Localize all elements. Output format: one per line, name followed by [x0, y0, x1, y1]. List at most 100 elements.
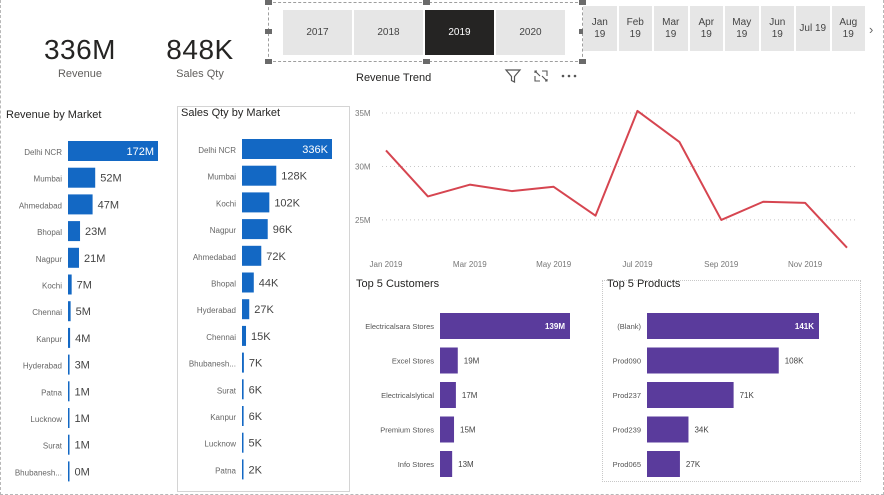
- data-point[interactable]: [635, 109, 639, 113]
- month-button-may[interactable]: May 19: [725, 6, 759, 51]
- bar[interactable]: [647, 451, 680, 477]
- category-label: Kanpur: [36, 335, 62, 344]
- month-year: 19: [736, 28, 748, 40]
- bar[interactable]: [68, 434, 70, 455]
- resize-handle[interactable]: [579, 59, 586, 64]
- bar[interactable]: [647, 416, 689, 443]
- year-button-2020[interactable]: 2020: [496, 10, 565, 55]
- month-year: 19: [629, 28, 641, 40]
- category-label: Kochi: [42, 282, 62, 291]
- resize-handle[interactable]: [265, 0, 272, 5]
- resize-handle[interactable]: [579, 0, 586, 5]
- data-point[interactable]: [677, 140, 681, 144]
- year-slicer[interactable]: 2017 2018 2019 2020: [265, 0, 586, 64]
- month-button-jun[interactable]: Jun 19: [760, 6, 794, 51]
- focus-mode-icon[interactable]: [532, 68, 550, 84]
- data-point[interactable]: [719, 218, 723, 222]
- bar[interactable]: [68, 327, 71, 348]
- month-year: 19: [594, 28, 606, 40]
- bar[interactable]: [440, 451, 453, 477]
- bar[interactable]: [68, 221, 81, 242]
- bar[interactable]: [242, 299, 250, 320]
- resize-handle[interactable]: [423, 0, 430, 5]
- top5-customers-title: Top 5 Customers: [356, 278, 440, 290]
- top5-products-chart[interactable]: (Blank) 141K Prod090 108K Prod237 71K Prod239 3…: [604, 300, 854, 485]
- month-button-apr[interactable]: Apr 19: [689, 6, 723, 51]
- revenue-by-market-chart[interactable]: Delhi NCR 172M Mumbai 52M Ahmedabad 47M Bhopal…: [0, 132, 172, 487]
- bar[interactable]: [242, 165, 277, 186]
- bar[interactable]: [440, 347, 458, 374]
- resize-handle[interactable]: [579, 29, 586, 34]
- bar[interactable]: [647, 313, 819, 339]
- more-options-icon[interactable]: [560, 68, 578, 84]
- bar[interactable]: [68, 167, 96, 188]
- bar[interactable]: [68, 354, 70, 375]
- revenue-trend-title: Revenue Trend: [356, 72, 432, 84]
- data-label: 27K: [686, 460, 701, 469]
- data-point[interactable]: [468, 183, 472, 187]
- bar[interactable]: [242, 325, 247, 346]
- data-point[interactable]: [552, 185, 556, 189]
- month-button-mar[interactable]: Mar 19: [654, 6, 688, 51]
- data-point[interactable]: [845, 246, 849, 250]
- data-point[interactable]: [426, 194, 430, 198]
- resize-handle[interactable]: [265, 29, 272, 34]
- month-year: 19: [771, 28, 783, 40]
- revenue-trend-chart[interactable]: 25M 30M 35M Jan 2019 Mar 2019 May 2019 Jul 201…: [352, 92, 860, 274]
- filter-icon[interactable]: [504, 68, 522, 84]
- data-point[interactable]: [803, 201, 807, 205]
- bar[interactable]: [68, 141, 158, 161]
- bar[interactable]: [68, 274, 72, 295]
- data-point[interactable]: [384, 148, 388, 152]
- bar[interactable]: [242, 432, 244, 453]
- data-label: 23M: [85, 226, 106, 238]
- bar[interactable]: [242, 139, 332, 159]
- bar[interactable]: [440, 382, 456, 408]
- year-button-2019[interactable]: 2019: [425, 10, 494, 55]
- bar[interactable]: [242, 219, 268, 240]
- year-button-2017[interactable]: 2017: [283, 10, 352, 55]
- month-label: May: [732, 16, 752, 28]
- sales-qty-by-market-chart[interactable]: Delhi NCR 336K Mumbai 128K Kochi 102K Nagpur 96…: [178, 132, 349, 487]
- bar[interactable]: [242, 192, 270, 213]
- chevron-right-icon[interactable]: ›: [869, 22, 874, 37]
- kpi-revenue-card[interactable]: 336M Revenue: [30, 34, 130, 80]
- series-line[interactable]: [385, 109, 848, 249]
- data-label: 128K: [281, 171, 307, 183]
- bar[interactable]: [242, 352, 244, 373]
- top5-customers-chart[interactable]: Electricalsara Stores 139M Excel Stores 19M…: [352, 300, 592, 485]
- resize-handle[interactable]: [265, 59, 272, 64]
- year-button-2018[interactable]: 2018: [354, 10, 423, 55]
- bar[interactable]: [647, 382, 734, 408]
- bar[interactable]: [68, 461, 70, 482]
- bar[interactable]: [242, 379, 244, 400]
- resize-handle[interactable]: [423, 59, 430, 64]
- data-label: 2K: [249, 464, 263, 476]
- data-label: 5K: [249, 438, 263, 450]
- bar[interactable]: [647, 347, 779, 374]
- data-point[interactable]: [761, 200, 765, 204]
- month-button-feb[interactable]: Feb 19: [618, 6, 652, 51]
- data-label: 3M: [75, 360, 90, 372]
- month-button-jul[interactable]: Jul 19: [796, 6, 830, 51]
- bar[interactable]: [68, 381, 70, 402]
- category-label: Ahmedabad: [19, 201, 62, 210]
- bar[interactable]: [68, 194, 93, 215]
- data-point[interactable]: [510, 189, 514, 193]
- month-button-aug[interactable]: Aug 19: [831, 6, 865, 51]
- data-point[interactable]: [594, 214, 598, 218]
- bar[interactable]: [242, 406, 244, 426]
- bar[interactable]: [68, 408, 70, 428]
- month-button-jan[interactable]: Jan 19: [583, 6, 617, 51]
- bar[interactable]: [242, 272, 254, 293]
- data-label: 17M: [462, 391, 478, 400]
- bar[interactable]: [242, 459, 244, 480]
- bar[interactable]: [68, 247, 79, 268]
- bar[interactable]: [440, 313, 570, 339]
- data-label: 52M: [100, 173, 121, 185]
- data-label: 108K: [785, 357, 804, 366]
- kpi-sales-qty-card[interactable]: 848K Sales Qty: [150, 34, 250, 80]
- bar[interactable]: [68, 301, 71, 322]
- bar[interactable]: [242, 245, 262, 266]
- bar[interactable]: [440, 416, 455, 443]
